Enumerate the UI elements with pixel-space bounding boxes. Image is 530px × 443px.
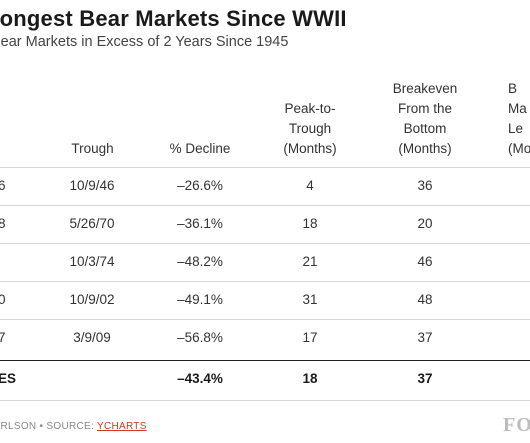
footer-rule [0, 400, 530, 401]
header-trough: Trough [71, 141, 114, 156]
header-decline: % Decline [169, 141, 231, 156]
header-rule [0, 167, 530, 168]
cell-trough: 10/3/74 [69, 254, 115, 269]
cell-breakeven: 37 [417, 330, 433, 345]
summary-breakeven: 37 [417, 371, 433, 386]
cell-trough: 5/26/70 [69, 216, 115, 231]
cell-trough: 10/9/46 [69, 178, 115, 193]
header-last-line-3: Le [508, 121, 524, 136]
cell-peak: 4 [306, 178, 314, 193]
cell-peak: 21 [302, 254, 318, 269]
chart-subtitle: Bear Markets in Excess of 2 Years Since … [0, 34, 289, 50]
cell-trough: 10/9/02 [69, 292, 115, 307]
source-link[interactable]: YCHARTS [96, 421, 147, 432]
cell-decline: –48.2% [177, 254, 223, 269]
cell-trough: 3/9/09 [73, 330, 111, 345]
header-breakeven-line-2: From the [397, 101, 452, 116]
cell-start: 6 [0, 178, 6, 193]
header-breakeven: Breakeven From the Bottom (Months) [380, 79, 470, 159]
header-last-line-2: Ma [508, 101, 527, 116]
header-peak-line-2: Trough [288, 121, 332, 136]
header-last-line-1: B [508, 81, 518, 96]
cell-breakeven: 20 [417, 216, 433, 231]
header-last-line-4: (Mo [508, 141, 530, 156]
row-divider [0, 243, 530, 244]
cell-breakeven: 48 [417, 292, 433, 307]
cell-decline: –36.1% [177, 216, 223, 231]
cell-breakeven: 36 [417, 178, 433, 193]
row-divider [0, 281, 530, 282]
header-breakeven-line-4: (Months) [398, 141, 452, 156]
cell-breakeven: 46 [417, 254, 433, 269]
cell-peak: 17 [302, 330, 318, 345]
header-peak-to-trough: Peak-to- Trough (Months) [270, 99, 350, 159]
cell-start: 0 [0, 292, 6, 307]
publisher-logo: FO [503, 414, 530, 436]
cell-decline: –26.6% [177, 178, 223, 193]
header-breakeven-line-1: Breakeven [392, 81, 458, 96]
cell-decline: –49.1% [177, 292, 223, 307]
summary-label: ES [0, 371, 17, 386]
header-last-partial: B Ma Le (Mo [508, 79, 530, 159]
footer-credit-text: CARLSON • SOURCE: [0, 421, 95, 432]
cell-decline: –56.8% [177, 330, 223, 345]
header-breakeven-line-3: Bottom [403, 121, 447, 136]
cell-peak: 18 [302, 216, 318, 231]
cell-start: 7 [0, 330, 6, 345]
summary-peak: 18 [302, 371, 318, 386]
header-peak-line-1: Peak-to- [284, 101, 336, 116]
cell-peak: 31 [302, 292, 318, 307]
cell-start: 8 [0, 216, 6, 231]
header-peak-line-3: (Months) [283, 141, 337, 156]
row-divider [0, 205, 530, 206]
summary-decline: –43.4% [177, 371, 223, 386]
chart-title: Longest Bear Markets Since WWII [0, 6, 347, 31]
row-divider [0, 319, 530, 320]
summary-rule [0, 360, 530, 361]
footer-credit: CARLSON • SOURCE: YCHARTS [0, 421, 147, 432]
